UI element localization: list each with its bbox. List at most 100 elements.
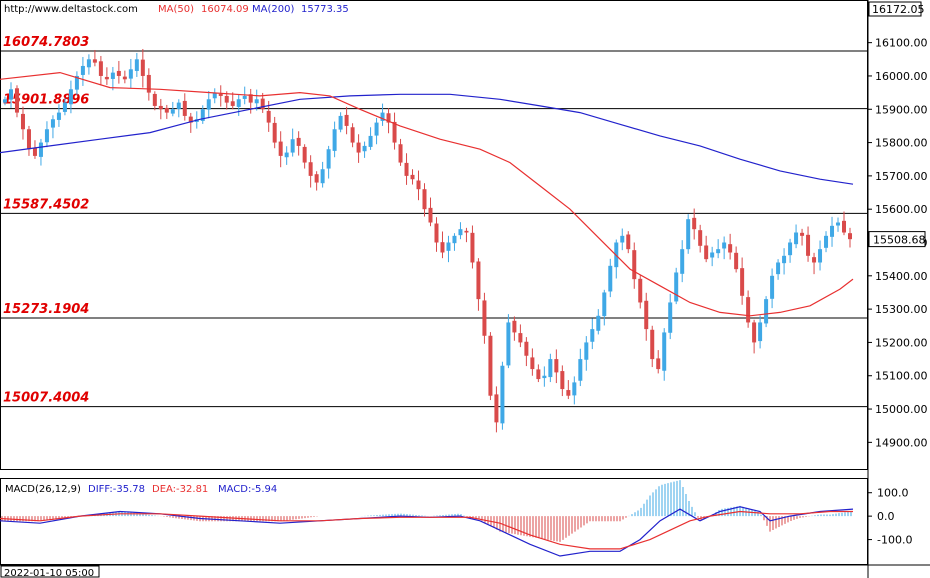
candle-body — [740, 268, 745, 296]
candle-body — [764, 299, 769, 324]
price-tick-10: 15100.00 — [875, 370, 928, 383]
candle-body — [146, 74, 151, 93]
level-label-2: 15587.4502 — [3, 197, 89, 212]
candle-body — [230, 101, 235, 106]
candle-body — [122, 76, 127, 80]
candle-body — [812, 257, 817, 263]
candle-body — [512, 320, 517, 333]
candle-body — [776, 262, 781, 275]
candle-body — [254, 99, 259, 104]
ma200-value: 15773.35 — [301, 4, 349, 15]
candle-body — [560, 371, 565, 390]
candle-body — [782, 255, 787, 264]
candle-body — [104, 76, 109, 80]
candle-body — [224, 95, 229, 103]
candle-body — [350, 127, 355, 143]
candle-body — [506, 322, 511, 366]
candle-body — [704, 245, 709, 260]
candle-body — [584, 342, 589, 360]
candle-body — [668, 302, 673, 333]
candle-body — [290, 139, 295, 153]
candle-body — [296, 137, 301, 146]
candle-body — [794, 232, 799, 245]
candle-body — [434, 223, 439, 243]
candle-body — [128, 69, 133, 79]
candle-body — [608, 265, 613, 292]
candle-body — [392, 121, 397, 143]
candle-body — [218, 93, 223, 96]
candle-body — [386, 113, 391, 123]
ma200-line — [0, 93, 854, 185]
level-label-0: 16074.7803 — [3, 35, 89, 50]
candle-body — [206, 99, 211, 110]
candle-body — [212, 92, 217, 99]
candle-body — [440, 242, 445, 253]
price-axis: 16100.00 16000.00 15900.00 15800.00 15700.00… — [868, 37, 928, 449]
candle-body — [842, 220, 847, 233]
price-panel-frame — [0, 0, 868, 470]
candle-body — [260, 98, 265, 110]
support-resistance-levels: 16074.7803 15901.8896 15587.4502 15273.1904… — [0, 35, 868, 408]
candle-body — [308, 162, 313, 176]
price-tick-8: 15300.00 — [875, 303, 928, 316]
candle-body — [578, 359, 583, 381]
candle-body — [458, 229, 463, 236]
candle-body — [314, 174, 319, 183]
macd-macd: MACD:-5.94 — [218, 484, 277, 495]
candle-body — [302, 146, 307, 163]
candle-body — [242, 95, 247, 99]
candle-body — [818, 249, 823, 263]
candle-body — [164, 107, 169, 113]
candle-body — [50, 119, 55, 128]
candle-body — [236, 99, 241, 107]
date-label: 2022-01-10 05:00 — [4, 568, 94, 578]
candle-body — [278, 141, 283, 156]
candles — [2, 48, 853, 433]
candle-body — [722, 242, 727, 249]
candle-body — [590, 329, 595, 342]
candle-body — [116, 70, 121, 76]
candle-body — [710, 252, 715, 258]
candle-body — [806, 234, 811, 256]
candle-body — [476, 261, 481, 300]
candle-body — [536, 369, 541, 380]
candle-body — [200, 109, 205, 121]
candle-body — [788, 242, 793, 256]
candle-body — [674, 272, 679, 302]
candle-body — [62, 102, 67, 112]
candle-body — [152, 93, 157, 106]
candle-body — [836, 222, 841, 226]
candle-body — [596, 315, 601, 331]
candle-body — [74, 75, 79, 90]
candle-body — [830, 225, 835, 237]
macd-axis: 100.0 0.0 -100.0 — [868, 487, 912, 547]
candle-body — [170, 109, 175, 114]
candle-body — [428, 207, 433, 223]
candle-body — [332, 129, 337, 151]
candle-body — [566, 390, 571, 396]
candle-body — [518, 333, 523, 343]
macd-title: MACD(26,12,9) — [5, 484, 81, 495]
candle-body — [320, 169, 325, 184]
candle-body — [824, 235, 829, 248]
candle-body — [44, 129, 49, 143]
candle-body — [446, 242, 451, 251]
candle-body — [272, 122, 277, 143]
candle-body — [548, 359, 553, 378]
top-price-label: 16172.05 — [872, 3, 925, 16]
ma200-label: MA(200) — [252, 4, 294, 15]
price-tick-7: 15400.00 — [875, 270, 928, 283]
candle-body — [692, 217, 697, 230]
candle-body — [110, 72, 115, 79]
dea-line — [0, 510, 853, 550]
candle-body — [524, 341, 529, 356]
candle-body — [572, 382, 577, 396]
candle-body — [698, 230, 703, 246]
price-tick-1: 16000.00 — [875, 70, 928, 83]
candle-body — [644, 300, 649, 330]
price-tick-2: 15900.00 — [875, 103, 928, 116]
candle-body — [452, 235, 457, 244]
candle-body — [8, 89, 13, 100]
candle-body — [746, 297, 751, 323]
price-tick-9: 15200.00 — [875, 336, 928, 349]
